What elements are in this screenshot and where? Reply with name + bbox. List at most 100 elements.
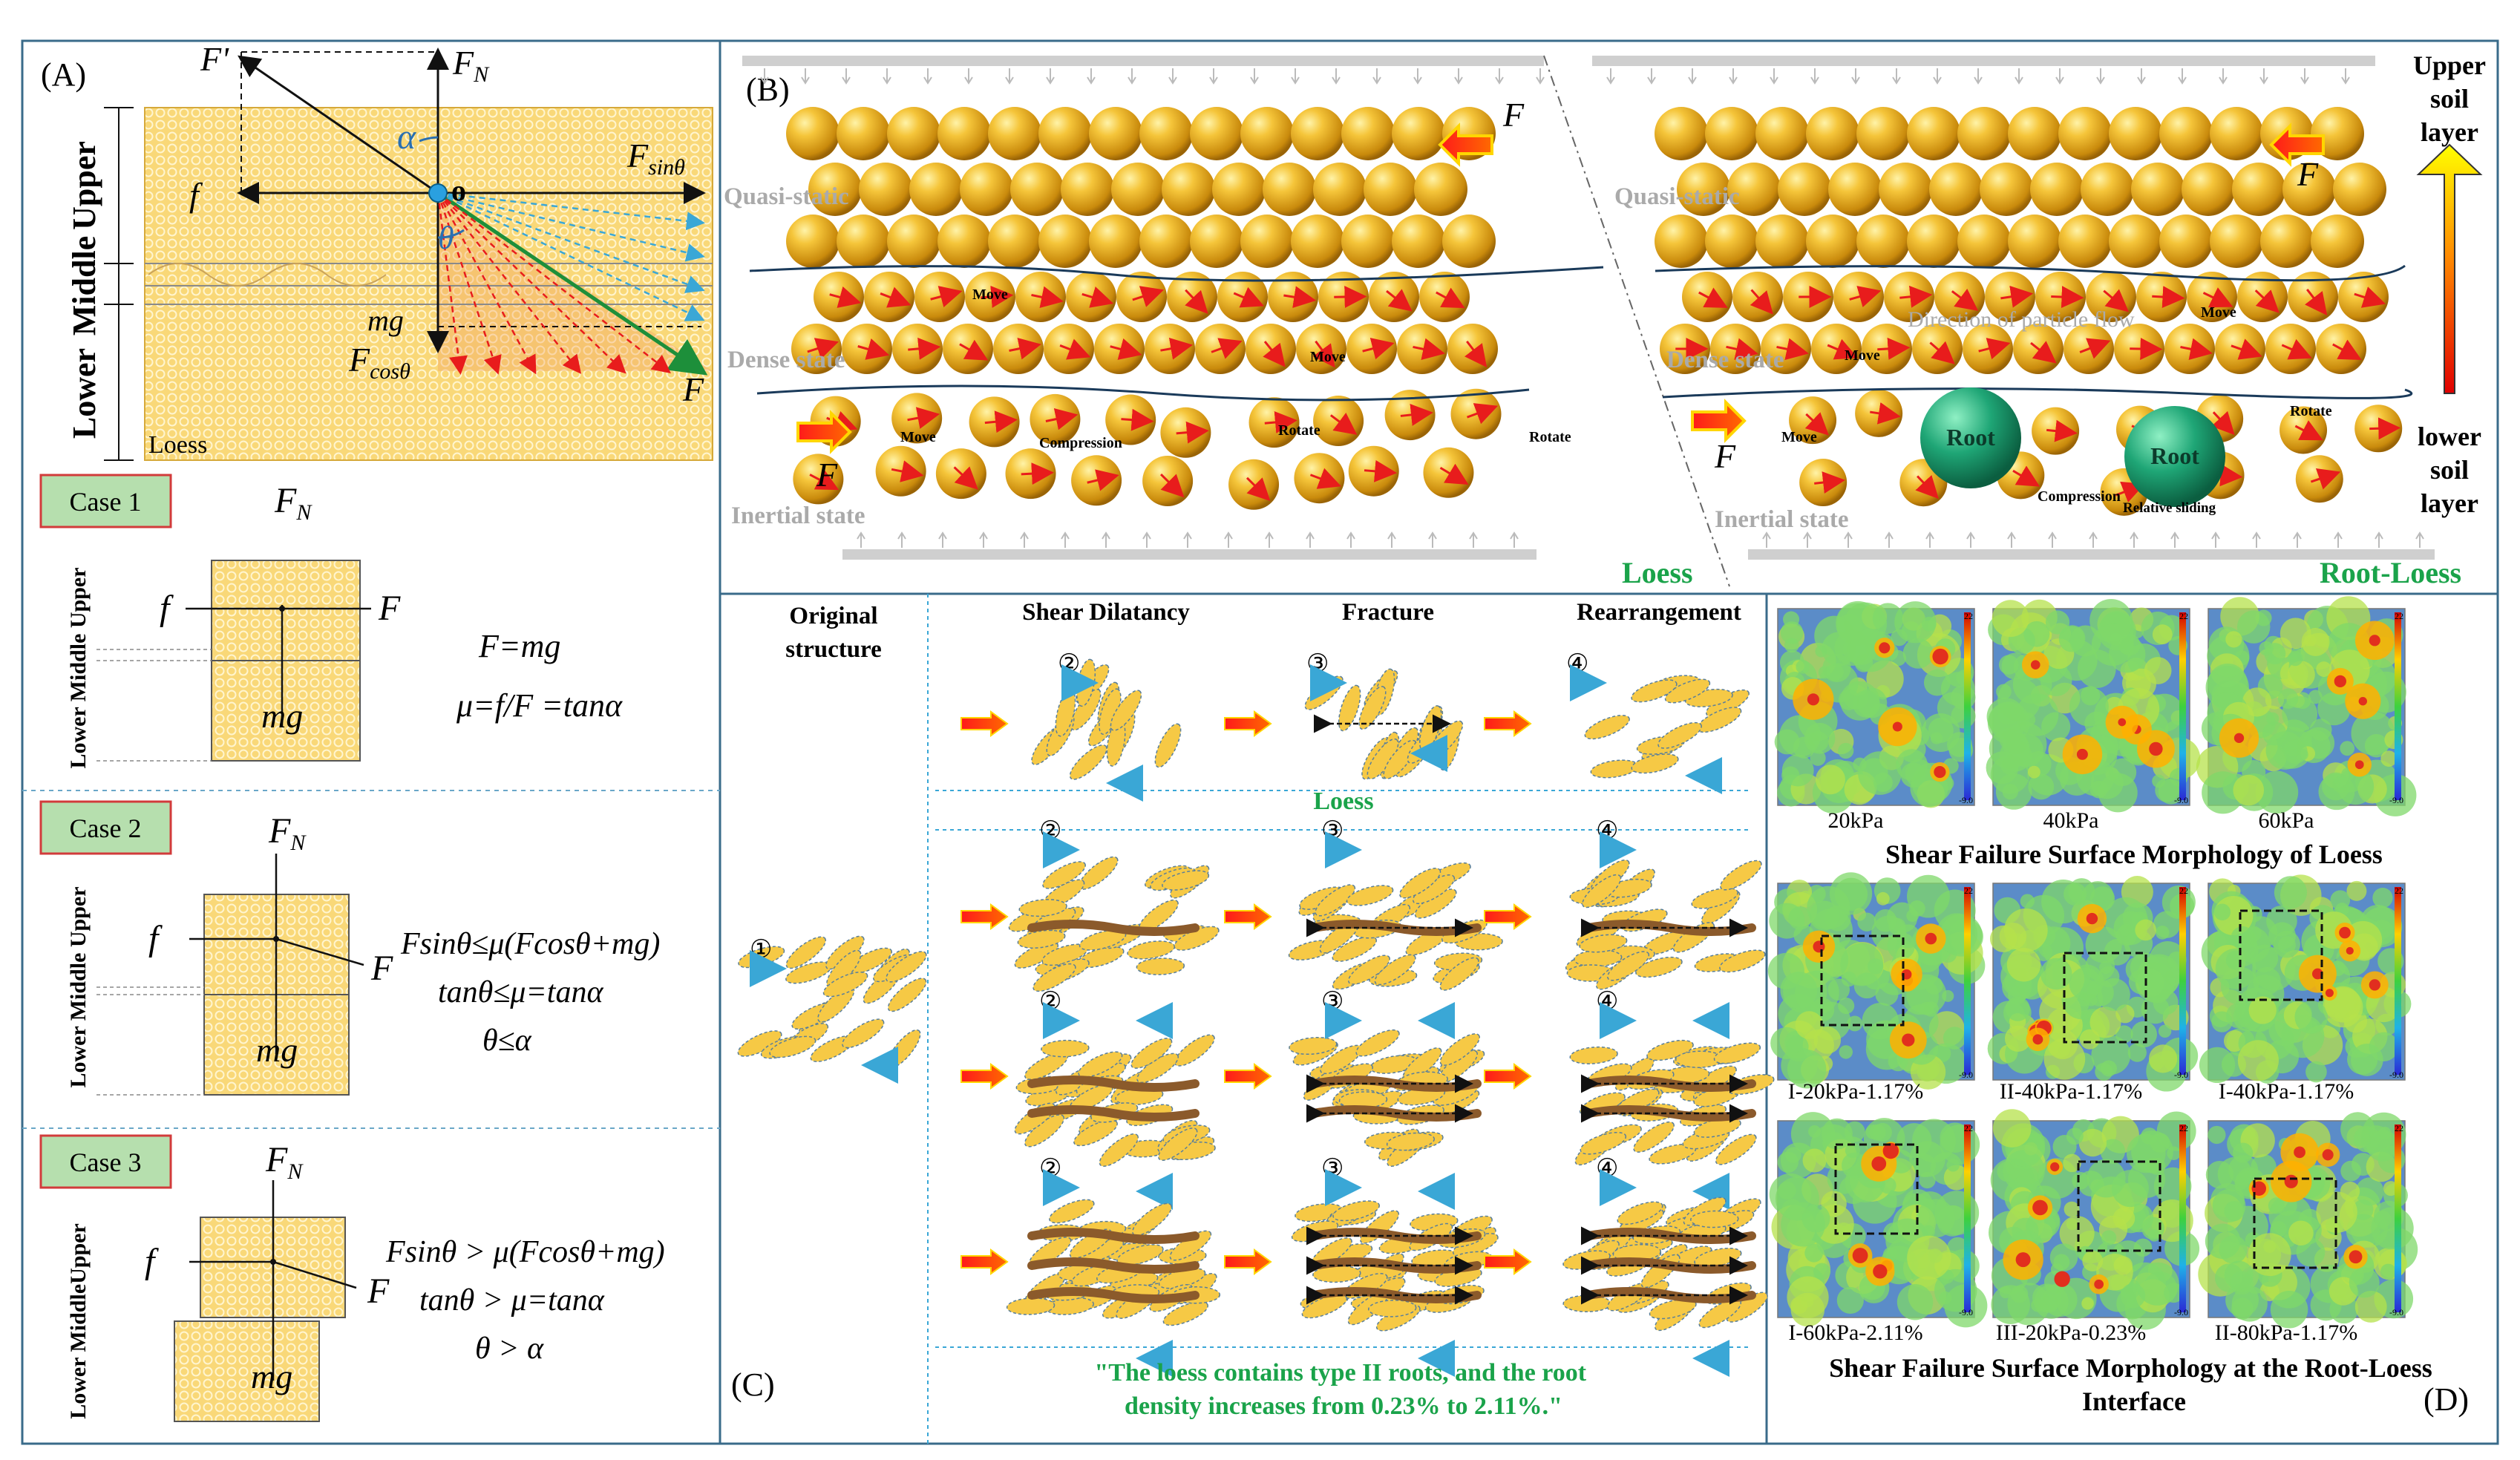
d-row1-label-2: 40kPa <box>2043 808 2099 833</box>
case1-badge <box>39 474 172 528</box>
top-plate-left <box>742 56 1544 66</box>
wavy-line <box>148 263 387 287</box>
plate-arrow <box>2211 531 2220 548</box>
clay-particle <box>1386 1132 1435 1151</box>
clay-particle <box>1713 1042 1761 1064</box>
particle-motion-arrow <box>1413 338 1445 360</box>
particle-motion-arrow <box>908 337 941 360</box>
clay-particle <box>1633 1121 1675 1153</box>
case2-f-left: f <box>148 919 163 958</box>
soil-particle <box>1038 107 1092 160</box>
particle-motion-arrow <box>1309 468 1341 489</box>
particle-motion-arrow <box>1329 412 1358 435</box>
plate-arrow <box>1087 68 1096 85</box>
force-label-top-left: F <box>1502 96 1525 134</box>
case2-eq3: θ≤α <box>482 1024 532 1058</box>
plate-arrow <box>1061 531 1070 548</box>
shear-surface-heatmap: 22 -9.0 <box>1987 876 2199 1092</box>
plate-arrow <box>2415 531 2424 548</box>
soil-particle <box>1111 163 1165 216</box>
process-arrow <box>960 903 1009 930</box>
plate-arrow <box>2252 531 2261 548</box>
soil-particle <box>1291 107 1344 160</box>
clay-particle <box>1657 721 1702 749</box>
soil-particle <box>1778 163 1831 216</box>
plate-arrow <box>1966 531 1975 548</box>
plate-arrow <box>1250 68 1259 85</box>
plate-arrow <box>1183 531 1192 548</box>
soil-particle <box>1190 215 1243 268</box>
particle-motion-arrow <box>2332 339 2362 360</box>
soil-particle <box>1341 215 1395 268</box>
label-move-2: Move <box>1310 349 1346 365</box>
clay-particle <box>1719 949 1766 973</box>
soil-particle <box>2081 163 2134 216</box>
soil-particle <box>887 107 940 160</box>
state-dense-left: Dense state <box>727 347 845 373</box>
d-row1-title: Shear Failure Surface Morphology of Loes… <box>1885 839 2383 869</box>
label-rotate-1: Rotate <box>1278 422 1320 439</box>
particle-motion-arrow <box>1870 402 1901 425</box>
case1-f-right: F <box>378 589 401 628</box>
plate-arrow <box>2259 68 2268 85</box>
clay-particle <box>1099 1133 1139 1167</box>
soil-particle <box>2182 163 2235 216</box>
panel-a: (A) Upper Middle Lower Loess <box>22 40 720 1422</box>
clay-particle <box>769 1035 816 1058</box>
clay-particle <box>1584 715 1630 740</box>
particle-motion-arrow <box>2079 338 2111 359</box>
particle-motion-arrow <box>1059 338 1091 360</box>
soil-particle <box>1010 163 1064 216</box>
process-arrow <box>960 1063 1009 1090</box>
shear-surface-heatmap: 22 -9.0 <box>2196 596 2417 816</box>
particle-motion-arrow <box>2051 286 2084 309</box>
soil-particle <box>1190 107 1243 160</box>
clay-particle <box>1157 1127 1198 1161</box>
particle-motion-arrow <box>1776 338 1809 360</box>
case1-title: Case 1 <box>70 487 142 517</box>
soil-particle <box>859 163 912 216</box>
plate-arrow <box>883 68 891 85</box>
plate-arrow <box>1306 531 1315 548</box>
red-dashed-fan <box>436 192 671 375</box>
particle-motion-arrow <box>829 286 862 308</box>
label-move-4: Move <box>2201 304 2236 321</box>
plate-arrow <box>1974 68 1983 85</box>
particle-motion-arrow <box>1160 337 1194 360</box>
process-arrow <box>1224 1248 1272 1275</box>
particle-motion-arrow <box>1464 340 1488 368</box>
case2-f-right: F <box>370 949 393 988</box>
d-row2-label-3: I-40kPa-1.17% <box>2219 1079 2354 1104</box>
plate-arrow <box>1428 531 1437 548</box>
soil-particle <box>1957 107 2011 160</box>
colorbar-max: 22 <box>2179 611 2188 621</box>
particle-motion-arrow <box>2103 289 2130 312</box>
plate-arrow <box>1510 531 1519 548</box>
particle-motion-arrow <box>2305 288 2328 315</box>
case2-fn: FN <box>268 811 307 855</box>
plate-arrow <box>1688 68 1697 85</box>
step-number: ② <box>1039 988 1061 1015</box>
soil-particle <box>1907 107 1960 160</box>
root-label-1: Root <box>1946 424 1995 451</box>
plate-arrow <box>1372 68 1381 85</box>
panel-c: Original structure Shear Dilatancy Fract… <box>731 594 1775 1444</box>
col-rearrangement: Rearrangement <box>1577 599 1741 626</box>
plate-arrow <box>1844 531 1853 548</box>
soil-particle <box>2109 107 2162 160</box>
plate-arrow <box>2089 531 2098 548</box>
soil-particle <box>1929 163 1983 216</box>
soil-particle <box>1879 163 1932 216</box>
particle-motion-arrow <box>1312 340 1335 368</box>
plate-arrow <box>2137 68 2146 85</box>
plate-arrow <box>1020 531 1029 548</box>
plate-arrow <box>1762 531 1771 548</box>
soil-particle <box>1957 215 2011 268</box>
plate-arrow <box>2096 68 2105 85</box>
particle-motion-arrow <box>2310 468 2341 490</box>
soil-particle <box>1263 163 1316 216</box>
particle-motion-arrow <box>1804 412 1829 436</box>
soil-particle <box>1089 107 1142 160</box>
clay-particle <box>1136 957 1185 975</box>
soil-particle <box>1364 163 1417 216</box>
